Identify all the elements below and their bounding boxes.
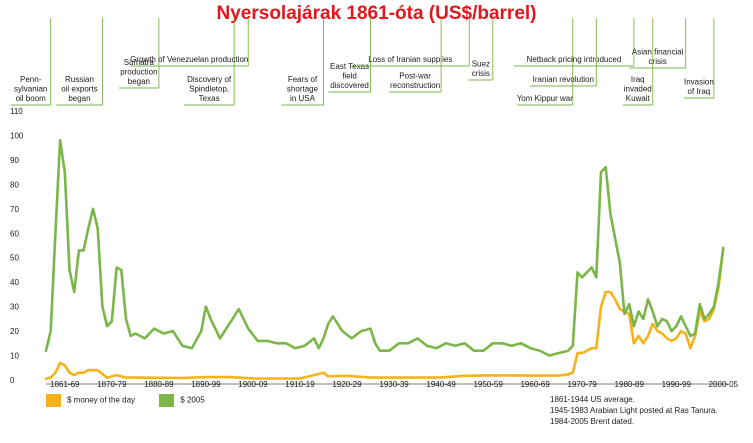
annotation-text: Iranian revolution	[533, 75, 594, 84]
y-tick-label: 30	[10, 303, 19, 312]
annotation-text: shortage	[287, 85, 319, 94]
series-lines	[44, 139, 725, 381]
annotation-text: began	[68, 94, 90, 103]
x-tick-label: 1980-89	[615, 380, 645, 389]
annotation-text: began	[128, 77, 150, 86]
annotation-text: Discovery of	[187, 75, 232, 84]
annotation-text: Fears of	[288, 75, 318, 84]
annotation-text: Spindletop,	[189, 85, 229, 94]
annotation-text: discovered	[330, 81, 369, 90]
annotation: Netback pricing introduced	[513, 18, 635, 67]
annotation-text: oil exports	[61, 85, 97, 94]
x-tick-label: 1990-99	[662, 380, 692, 389]
annotation-text: Growth of Venezuelan production	[130, 55, 248, 64]
y-tick-label: 60	[10, 229, 19, 238]
annotation-text: Russian	[65, 75, 94, 84]
note-line: 1861-1944 US average.	[550, 395, 635, 404]
annotation-text: Post-war	[399, 72, 431, 81]
y-tick-label: 110	[10, 107, 23, 116]
x-tick-label: 1930-39	[379, 380, 409, 389]
x-tick-label: 1861-69	[50, 380, 80, 389]
y-tick-label: 80	[10, 180, 19, 189]
legend-item-money-of-day: $ money of the day	[46, 394, 135, 407]
axes: 0 10 20 30 40 50 60 70 80 90 100 110 1861-69 1870-79 1…	[10, 107, 739, 389]
x-tick-label: 1890-99	[191, 380, 221, 389]
annotation-text: Iraq	[631, 75, 645, 84]
y-tick-label: 100	[10, 131, 24, 140]
x-tick-label: 1960-69	[520, 380, 550, 389]
annotation-text: field	[342, 72, 357, 81]
annotation-text: invaded	[624, 85, 652, 94]
annotation: Growth of Venezuelan production	[130, 18, 249, 67]
legend-label-money-of-day: $ money of the day	[67, 395, 136, 405]
annotation-text: of Iraq	[688, 87, 711, 96]
y-tick-label: 20	[10, 327, 19, 336]
annotation-text: in USA	[290, 94, 316, 103]
annotation-text: crisis	[472, 69, 490, 78]
annotation-text: East Texas	[330, 62, 369, 71]
annotation-text: Loss of Iranian supplies	[368, 55, 452, 64]
annotation: Iranian revolution	[530, 18, 597, 87]
x-tick-label: 1910-19	[285, 380, 315, 389]
x-tick-label: 1940-49	[426, 380, 456, 389]
x-tick-label: 1870-79	[97, 380, 127, 389]
annotation: Yom Kippur war	[517, 18, 574, 106]
x-tick-label: 1920-29	[332, 380, 362, 389]
annotation: Loss of Iranian supplies	[351, 18, 470, 67]
y-tick-label: 0	[10, 376, 15, 385]
x-tick-label: 1970-79	[568, 380, 598, 389]
note-line: 1945-1983 Arabian Light posted at Ras Ta…	[550, 406, 718, 415]
annotation-text: Yom Kippur war	[517, 94, 574, 103]
x-tick-label: 2000-05	[709, 380, 739, 389]
annotation-text: Sumatra	[124, 58, 155, 67]
annotation-text: Penn-	[20, 75, 42, 84]
legend-swatch-2005	[159, 394, 175, 407]
legend-swatch-money-of-day	[46, 394, 61, 407]
annotation-text: Invasion	[684, 78, 714, 87]
annotation-text: crisis	[649, 57, 667, 66]
annotation-text: sylvanian	[14, 85, 47, 94]
annotation-text: Suez	[472, 60, 490, 69]
series-line-2005	[44, 139, 725, 357]
chart-title: Nyersolajárak 1861-óta (US$/barrel)	[216, 3, 537, 24]
annotation-text: reconstruction	[390, 81, 440, 90]
y-tick-label: 50	[10, 254, 19, 263]
x-tick-label: 1880-89	[144, 380, 174, 389]
annotation-text: Kuwait	[626, 94, 651, 103]
annotation-text: production	[120, 68, 157, 77]
annotation-text: oil boom	[16, 94, 47, 103]
annotation-text: Asian financial	[632, 48, 684, 57]
legend-label-2005: $ 2005	[180, 395, 205, 405]
y-tick-label: 10	[10, 352, 19, 361]
annotation-text: Netback pricing introduced	[527, 55, 622, 64]
source-notes: 1861-1944 US average. 1945-1983 Arabian …	[550, 394, 718, 427]
legend-item-2005: $ 2005	[159, 394, 205, 407]
x-tick-label: 1950-59	[473, 380, 503, 389]
y-tick-label: 70	[10, 205, 19, 214]
annotation-text: Texas	[199, 94, 220, 103]
note-line: 1984-2005 Brent dated.	[550, 417, 635, 426]
x-tick-label: 1900-09	[238, 380, 268, 389]
legend: $ money of the day $ 2005	[46, 394, 227, 407]
y-tick-label: 40	[10, 278, 19, 287]
y-tick-label: 90	[10, 156, 19, 165]
series-line-money-of-day	[44, 246, 725, 381]
